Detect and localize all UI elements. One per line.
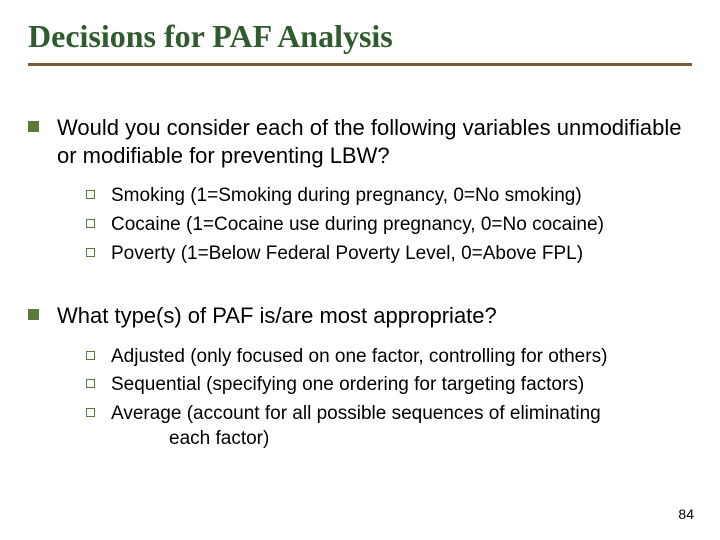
hollow-square-bullet-icon (86, 219, 95, 228)
level1-text: What type(s) of PAF is/are most appropri… (57, 302, 497, 330)
bullet-level2: Adjusted (only focused on one factor, co… (86, 345, 692, 370)
slide: Decisions for PAF Analysis Would you con… (0, 0, 720, 540)
level2-text: Cocaine (1=Cocaine use during pregnancy,… (111, 213, 604, 238)
level2-group: Smoking (1=Smoking during pregnancy, 0=N… (86, 184, 692, 266)
page-number: 84 (678, 506, 694, 522)
level2-text: Poverty (1=Below Federal Poverty Level, … (111, 242, 583, 267)
square-bullet-icon (28, 121, 39, 132)
level2-group: Adjusted (only focused on one factor, co… (86, 345, 692, 452)
bullet-level2: Cocaine (1=Cocaine use during pregnancy,… (86, 213, 692, 238)
square-bullet-icon (28, 309, 39, 320)
hollow-square-bullet-icon (86, 379, 95, 388)
bullet-level1: Would you consider each of the following… (28, 114, 692, 170)
level2-text: Adjusted (only focused on one factor, co… (111, 345, 607, 370)
bullet-level1: What type(s) of PAF is/are most appropri… (28, 302, 692, 330)
bullet-level2: Smoking (1=Smoking during pregnancy, 0=N… (86, 184, 692, 209)
hollow-square-bullet-icon (86, 408, 95, 417)
bullet-level2: Average (account for all possible sequen… (86, 402, 692, 451)
hollow-square-bullet-icon (86, 351, 95, 360)
level2-text: Smoking (1=Smoking during pregnancy, 0=N… (111, 184, 582, 209)
level2-text: Sequential (specifying one ordering for … (111, 373, 584, 398)
level2-text: Average (account for all possible sequen… (111, 402, 601, 451)
hollow-square-bullet-icon (86, 248, 95, 257)
level1-text: Would you consider each of the following… (57, 114, 692, 170)
bullet-level2: Sequential (specifying one ordering for … (86, 373, 692, 398)
hollow-square-bullet-icon (86, 190, 95, 199)
bullet-level2: Poverty (1=Below Federal Poverty Level, … (86, 242, 692, 267)
slide-title: Decisions for PAF Analysis (28, 18, 692, 66)
